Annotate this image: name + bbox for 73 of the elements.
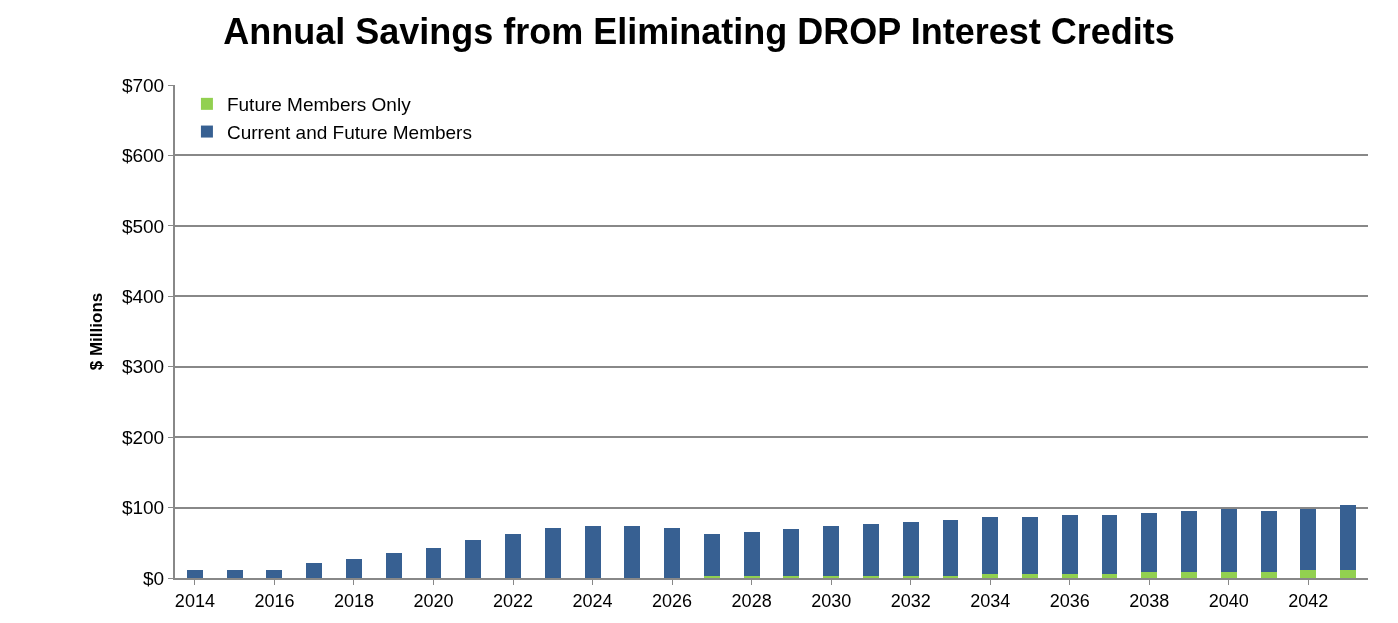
x-tick-label: 2026 — [652, 590, 693, 611]
bar — [982, 517, 999, 574]
bar — [664, 528, 681, 578]
bar — [1101, 573, 1118, 578]
y-tick-label: $700 — [121, 74, 165, 96]
bar — [1220, 508, 1237, 572]
y-tick-label: $400 — [121, 285, 165, 307]
bar — [1300, 569, 1317, 578]
bar — [1061, 573, 1078, 578]
x-tick-label: 2016 — [254, 590, 295, 611]
bar — [743, 575, 760, 578]
legend-label: Current and Future Members — [226, 121, 472, 143]
bar — [346, 558, 362, 578]
x-tick-label: 2020 — [413, 590, 454, 611]
bar — [982, 573, 999, 578]
legend-label: Future Members Only — [226, 94, 412, 116]
bar — [1260, 511, 1277, 572]
x-tick-label: 2036 — [1049, 590, 1090, 611]
bar — [1181, 571, 1197, 578]
bar — [226, 569, 243, 578]
x-tick-label: 2038 — [1129, 590, 1170, 611]
bar — [186, 569, 203, 578]
y-tick-label: $500 — [121, 215, 165, 237]
bar — [1181, 511, 1197, 572]
bar — [465, 539, 482, 578]
bar — [1101, 515, 1118, 574]
bar — [1022, 517, 1038, 574]
bar — [823, 575, 840, 578]
y-tick-label: $0 — [143, 567, 165, 589]
bar — [1340, 504, 1357, 570]
bar — [266, 569, 283, 578]
y-tick-label: $600 — [121, 145, 165, 167]
bar — [385, 552, 402, 578]
bar — [1061, 515, 1078, 574]
bar — [902, 521, 919, 576]
bar — [703, 533, 720, 576]
bar — [783, 575, 800, 578]
bar — [1220, 571, 1237, 578]
bar — [1141, 571, 1158, 578]
y-tick-label: $300 — [121, 356, 165, 378]
bar — [902, 575, 919, 578]
x-tick-label: 2018 — [333, 590, 374, 611]
y-tick-label: $100 — [121, 497, 165, 519]
x-tick-label: 2028 — [731, 590, 772, 611]
bar — [862, 575, 879, 578]
bar — [1141, 513, 1158, 572]
bar — [425, 548, 442, 578]
bar — [544, 528, 561, 578]
bar — [703, 575, 720, 578]
x-tick-label: 2032 — [890, 590, 931, 611]
x-tick-label: 2030 — [811, 590, 852, 611]
bar — [1260, 571, 1277, 578]
chart-title: Annual Savings from Eliminating DROP Interest Credits — [223, 10, 1175, 52]
x-tick-label: 2042 — [1288, 590, 1329, 611]
bar — [624, 525, 641, 578]
x-tick-label: 2024 — [572, 590, 613, 611]
bar — [942, 519, 959, 576]
x-tick-label: 2014 — [174, 590, 215, 611]
bar — [862, 523, 879, 576]
x-tick-label: 2040 — [1208, 590, 1249, 611]
bar — [783, 529, 800, 576]
x-tick-label: 2022 — [493, 590, 534, 611]
y-tick-label: $200 — [121, 426, 165, 448]
x-tick-label: 2034 — [970, 590, 1011, 611]
y-axis-title: $ Millions — [86, 292, 106, 371]
bar — [306, 563, 323, 578]
bar — [1022, 573, 1038, 578]
bar — [1300, 508, 1317, 570]
bar — [1340, 569, 1357, 578]
bar — [743, 531, 760, 576]
bar — [823, 525, 840, 576]
bar — [584, 525, 601, 578]
bar — [505, 533, 521, 578]
